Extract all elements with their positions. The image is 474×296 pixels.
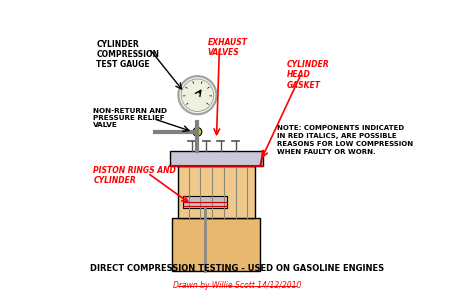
Circle shape: [178, 76, 217, 114]
Circle shape: [193, 128, 202, 136]
Text: NOTE: COMPONENTS INDICATED
IN RED ITALICS, ARE POSSIBLE
REASONS FOR LOW COMPRESS: NOTE: COMPONENTS INDICATED IN RED ITALIC…: [277, 125, 413, 155]
Bar: [170, 151, 264, 165]
Text: PISTON RINGS AND
CYLINDER: PISTON RINGS AND CYLINDER: [93, 165, 176, 185]
Text: NON-RETURN AND
PRESSURE RELIEF
VALVE: NON-RETURN AND PRESSURE RELIEF VALVE: [93, 108, 167, 128]
Text: EXHAUST
VALVES: EXHAUST VALVES: [208, 38, 248, 57]
Bar: [183, 196, 227, 208]
Text: CYLINDER
COMPRESSION
TEST GAUGE: CYLINDER COMPRESSION TEST GAUGE: [96, 39, 159, 69]
Bar: [178, 165, 255, 218]
Text: DIRECT COMPRESSION TESTING - USED ON GASOLINE ENGINES: DIRECT COMPRESSION TESTING - USED ON GAS…: [90, 264, 384, 273]
Text: CYLINDER
HEAD
GASKET: CYLINDER HEAD GASKET: [287, 60, 329, 90]
Text: Drawn by Willie Scott 14/12/2010: Drawn by Willie Scott 14/12/2010: [173, 281, 301, 290]
Bar: [173, 218, 260, 271]
Circle shape: [181, 79, 214, 111]
